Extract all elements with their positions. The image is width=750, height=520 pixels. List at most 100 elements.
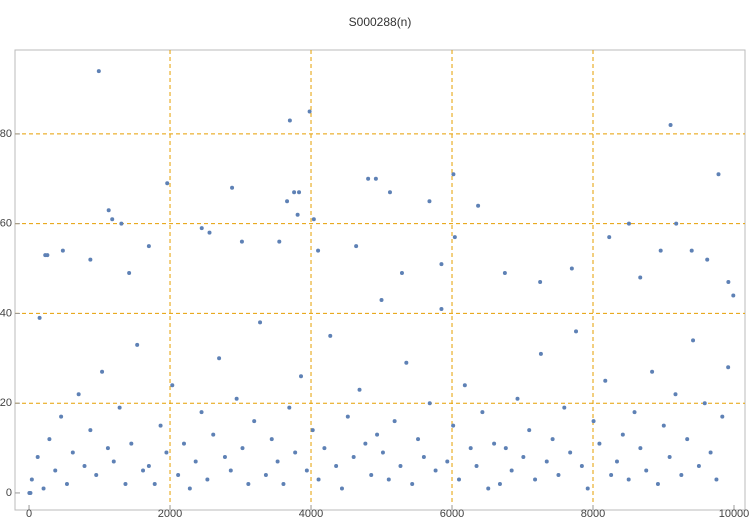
point: [638, 446, 643, 451]
point: [569, 266, 574, 271]
point: [199, 410, 204, 415]
point: [614, 459, 619, 464]
point: [650, 369, 655, 374]
point: [363, 441, 368, 446]
point: [667, 455, 672, 460]
point: [726, 365, 731, 370]
point: [29, 477, 34, 482]
point: [263, 472, 268, 477]
point: [502, 271, 507, 276]
point: [35, 455, 40, 460]
point: [679, 472, 684, 477]
point: [658, 248, 663, 253]
point: [60, 248, 65, 253]
point: [269, 437, 274, 442]
point: [316, 248, 321, 253]
point: [568, 450, 573, 455]
point: [64, 481, 69, 486]
point: [239, 239, 244, 244]
point: [146, 464, 151, 469]
x-tick-label: 4000: [299, 508, 323, 520]
point: [193, 459, 198, 464]
point: [456, 477, 461, 482]
point: [538, 351, 543, 356]
point: [638, 275, 643, 280]
point: [297, 190, 302, 195]
x-tick-label: 10000: [719, 508, 750, 520]
point: [427, 199, 432, 204]
x-tick-label: 6000: [440, 508, 464, 520]
point: [222, 455, 227, 460]
point: [234, 396, 239, 401]
point: [574, 329, 579, 334]
point: [258, 320, 263, 325]
point: [492, 441, 497, 446]
point: [275, 459, 280, 464]
point: [354, 244, 359, 249]
point: [345, 414, 350, 419]
y-tick-label: 0: [6, 487, 12, 499]
point: [399, 271, 404, 276]
y-tick-label: 40: [0, 307, 12, 319]
point: [375, 432, 380, 437]
point: [626, 221, 631, 226]
chart-title: S000288(n): [349, 15, 412, 29]
point: [533, 477, 538, 482]
point: [205, 477, 210, 482]
point: [591, 419, 596, 424]
point: [105, 446, 110, 451]
point: [164, 450, 169, 455]
point: [550, 437, 555, 442]
point: [316, 477, 321, 482]
point: [387, 190, 392, 195]
point: [230, 185, 235, 190]
point: [123, 481, 128, 486]
point: [70, 450, 75, 455]
point: [716, 172, 721, 177]
point: [708, 450, 713, 455]
x-tick-label: 2000: [158, 508, 182, 520]
point: [334, 464, 339, 469]
point: [207, 230, 212, 235]
point: [217, 356, 222, 361]
point: [181, 441, 186, 446]
point: [597, 441, 602, 446]
point: [674, 221, 679, 226]
point: [661, 423, 666, 428]
point: [497, 481, 502, 486]
point: [632, 410, 637, 415]
point: [468, 446, 473, 451]
point: [170, 383, 175, 388]
point: [726, 280, 731, 285]
point: [607, 235, 612, 240]
point: [392, 419, 397, 424]
point: [474, 464, 479, 469]
point: [119, 221, 124, 226]
y-tick-label: 80: [0, 128, 12, 140]
point: [720, 414, 725, 419]
point: [199, 226, 204, 231]
point: [41, 486, 46, 491]
point: [45, 253, 50, 258]
plot-frame: [14, 49, 746, 511]
point: [110, 217, 115, 222]
point: [462, 383, 467, 388]
point: [439, 306, 444, 311]
point: [88, 257, 93, 262]
point: [187, 486, 192, 491]
point: [228, 468, 233, 473]
point: [246, 481, 251, 486]
point: [398, 464, 403, 469]
point: [146, 244, 151, 249]
point: [88, 428, 93, 433]
point: [556, 472, 561, 477]
point: [603, 378, 608, 383]
point: [47, 437, 52, 442]
point: [731, 293, 736, 298]
point: [609, 472, 614, 477]
point: [714, 477, 719, 482]
point: [626, 477, 631, 482]
point: [379, 297, 384, 302]
point: [620, 432, 625, 437]
point: [111, 459, 116, 464]
